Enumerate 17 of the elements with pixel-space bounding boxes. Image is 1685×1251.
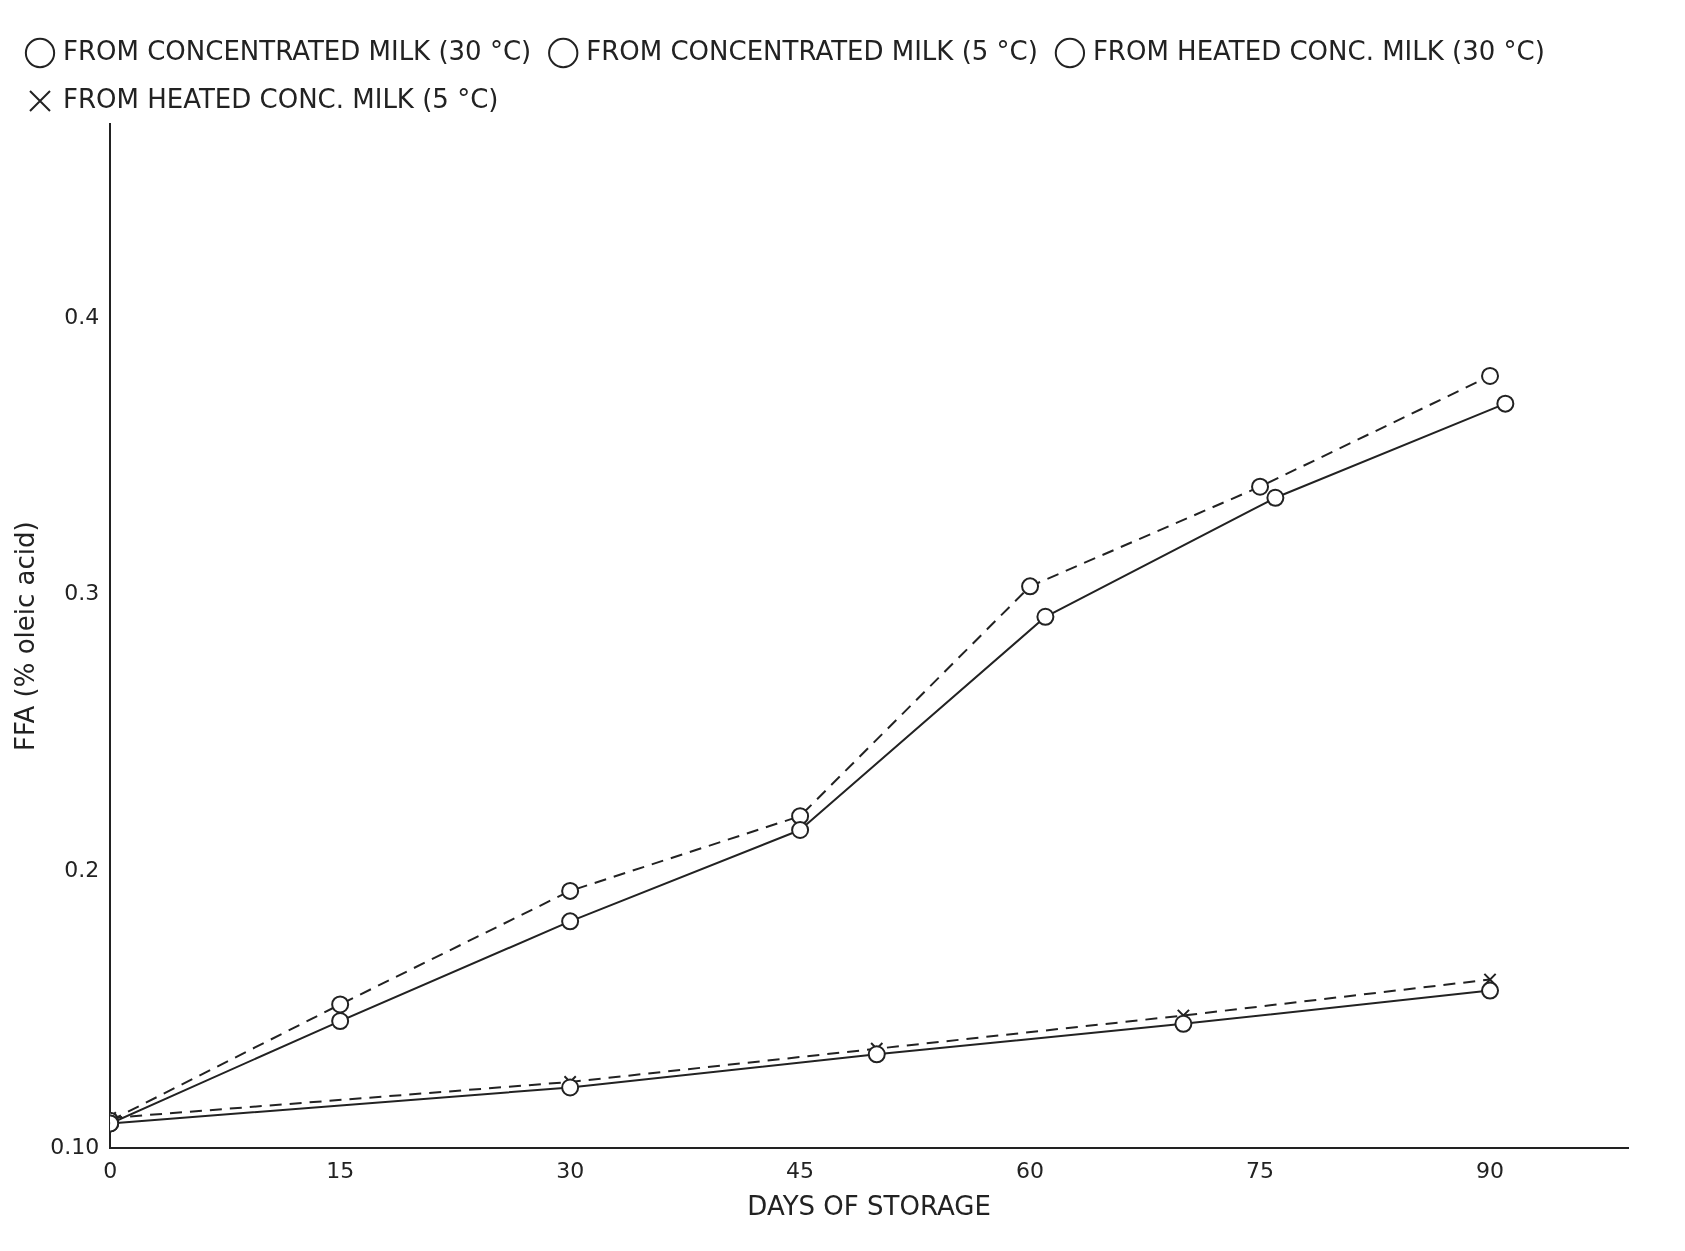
legend-label: FROM CONCENTRATED MILK (5 °C)	[586, 35, 1038, 66]
y-axis-title: FFA (% oleic acid)	[10, 521, 41, 752]
y-tick-label: 0.4	[64, 303, 100, 329]
y-tick-label: 0.2	[64, 857, 100, 883]
x-tick-label: 45	[786, 1158, 815, 1184]
legend-label: FROM CONCENTRATED MILK (30 °C)	[63, 35, 532, 66]
x-tick-label: 30	[556, 1158, 585, 1184]
x-tick-label: 75	[1246, 1158, 1275, 1184]
x-tick-label: 0	[103, 1158, 118, 1184]
legend-label: FROM HEATED CONC. MILK (5 °C)	[63, 83, 499, 114]
legend-label: FROM HEATED CONC. MILK (30 °C)	[1092, 35, 1545, 66]
y-tick-label: 0.10	[50, 1134, 100, 1160]
x-tick-label: 60	[1016, 1158, 1045, 1184]
y-tick-label: 0.3	[64, 580, 100, 606]
x-tick-label: 90	[1476, 1158, 1505, 1184]
x-axis-title: DAYS OF STORAGE	[747, 1191, 991, 1222]
x-tick-label: 15	[326, 1158, 355, 1184]
